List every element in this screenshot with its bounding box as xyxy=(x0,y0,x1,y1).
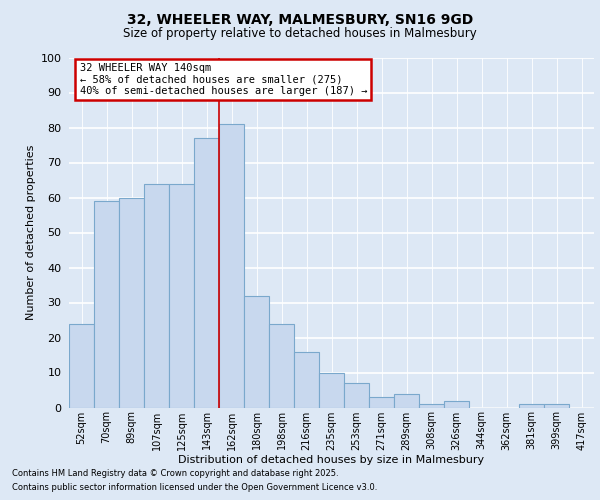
Text: Contains HM Land Registry data © Crown copyright and database right 2025.: Contains HM Land Registry data © Crown c… xyxy=(12,468,338,477)
Bar xyxy=(269,324,294,407)
Bar xyxy=(294,352,319,408)
Text: 32 WHEELER WAY 140sqm
← 58% of detached houses are smaller (275)
40% of semi-det: 32 WHEELER WAY 140sqm ← 58% of detached … xyxy=(79,62,367,96)
Bar xyxy=(544,404,569,407)
Bar xyxy=(94,201,119,408)
Bar xyxy=(194,138,219,407)
Text: Contains public sector information licensed under the Open Government Licence v3: Contains public sector information licen… xyxy=(12,484,377,492)
Text: Size of property relative to detached houses in Malmesbury: Size of property relative to detached ho… xyxy=(123,28,477,40)
X-axis label: Distribution of detached houses by size in Malmesbury: Distribution of detached houses by size … xyxy=(178,455,485,465)
Bar xyxy=(444,400,469,407)
Bar xyxy=(344,383,369,407)
Bar xyxy=(319,372,344,408)
Bar xyxy=(219,124,244,408)
Bar xyxy=(394,394,419,407)
Bar xyxy=(144,184,169,408)
Bar xyxy=(169,184,194,408)
Text: 32, WHEELER WAY, MALMESBURY, SN16 9GD: 32, WHEELER WAY, MALMESBURY, SN16 9GD xyxy=(127,12,473,26)
Bar xyxy=(419,404,444,407)
Bar xyxy=(119,198,144,408)
Bar xyxy=(69,324,94,407)
Bar xyxy=(369,397,394,407)
Y-axis label: Number of detached properties: Number of detached properties xyxy=(26,145,36,320)
Bar xyxy=(244,296,269,408)
Bar xyxy=(519,404,544,407)
